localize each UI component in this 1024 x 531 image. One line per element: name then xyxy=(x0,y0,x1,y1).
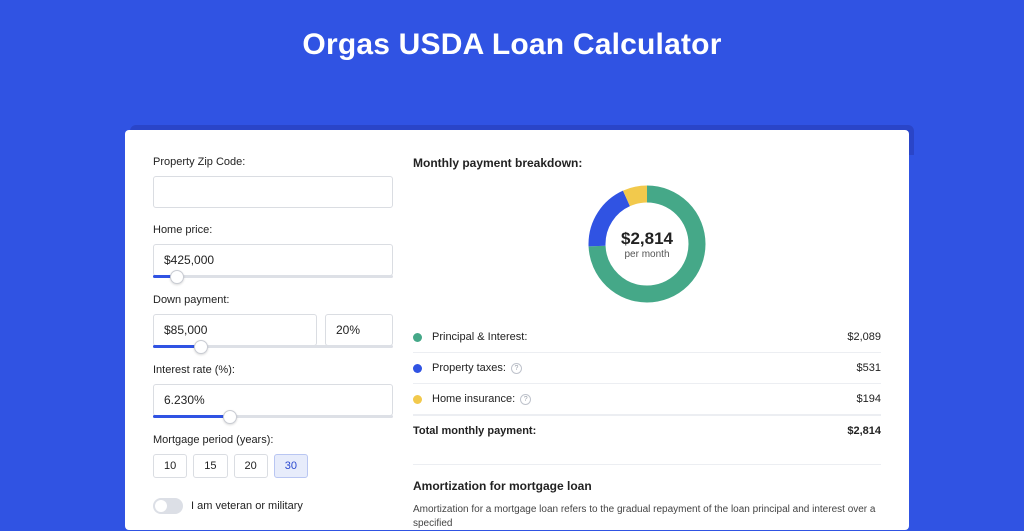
interest-rate-slider[interactable] xyxy=(153,415,393,418)
mortgage-period-option[interactable]: 10 xyxy=(153,454,187,478)
donut-center-amount: $2,814 xyxy=(621,229,673,249)
page-title: Orgas USDA Loan Calculator xyxy=(0,0,1024,84)
home-price-label: Home price: xyxy=(153,224,393,236)
home-price-input[interactable] xyxy=(153,244,393,276)
veteran-toggle-label: I am veteran or military xyxy=(191,500,303,512)
down-payment-percent-input[interactable] xyxy=(325,314,393,346)
legend-total-label: Total monthly payment: xyxy=(413,425,847,437)
inputs-column: Property Zip Code: Home price: Down paym… xyxy=(153,156,393,530)
breakdown-column: Monthly payment breakdown: $2,814 per mo… xyxy=(393,156,881,530)
amortization-section: Amortization for mortgage loan Amortizat… xyxy=(413,464,881,531)
legend-value: $531 xyxy=(857,362,881,374)
interest-rate-input[interactable] xyxy=(153,384,393,416)
down-payment-label: Down payment: xyxy=(153,294,393,306)
legend-row: Home insurance: ?$194 xyxy=(413,384,881,415)
info-icon[interactable]: ? xyxy=(511,363,522,374)
legend-dot xyxy=(413,333,422,342)
interest-rate-label: Interest rate (%): xyxy=(153,364,393,376)
donut-center-sub: per month xyxy=(624,249,669,260)
mortgage-period-option[interactable]: 30 xyxy=(274,454,308,478)
legend-total-value: $2,814 xyxy=(847,425,881,437)
mortgage-period-label: Mortgage period (years): xyxy=(153,434,393,446)
legend-label: Property taxes: ? xyxy=(432,362,857,374)
legend-dot xyxy=(413,364,422,373)
zip-input[interactable] xyxy=(153,176,393,208)
mortgage-period-option[interactable]: 20 xyxy=(234,454,268,478)
legend-total-row: Total monthly payment:$2,814 xyxy=(413,415,881,446)
home-price-slider[interactable] xyxy=(153,275,393,278)
legend-value: $194 xyxy=(857,393,881,405)
zip-label: Property Zip Code: xyxy=(153,156,393,168)
legend-dot xyxy=(413,395,422,404)
legend-value: $2,089 xyxy=(847,331,881,343)
donut-chart: $2,814 per month xyxy=(587,184,707,304)
info-icon[interactable]: ? xyxy=(520,394,531,405)
breakdown-legend: Principal & Interest:$2,089Property taxe… xyxy=(413,322,881,446)
legend-row: Principal & Interest:$2,089 xyxy=(413,322,881,353)
legend-row: Property taxes: ?$531 xyxy=(413,353,881,384)
donut-chart-container: $2,814 per month xyxy=(413,184,881,304)
legend-label: Home insurance: ? xyxy=(432,393,857,405)
down-payment-input[interactable] xyxy=(153,314,317,346)
amortization-title: Amortization for mortgage loan xyxy=(413,479,881,493)
legend-label: Principal & Interest: xyxy=(432,331,847,343)
breakdown-title: Monthly payment breakdown: xyxy=(413,156,881,170)
amortization-text: Amortization for a mortgage loan refers … xyxy=(413,503,881,531)
mortgage-period-option[interactable]: 15 xyxy=(193,454,227,478)
down-payment-slider[interactable] xyxy=(153,345,393,348)
calculator-card: Property Zip Code: Home price: Down paym… xyxy=(125,130,909,530)
mortgage-period-options: 1015 2030 xyxy=(153,454,393,478)
